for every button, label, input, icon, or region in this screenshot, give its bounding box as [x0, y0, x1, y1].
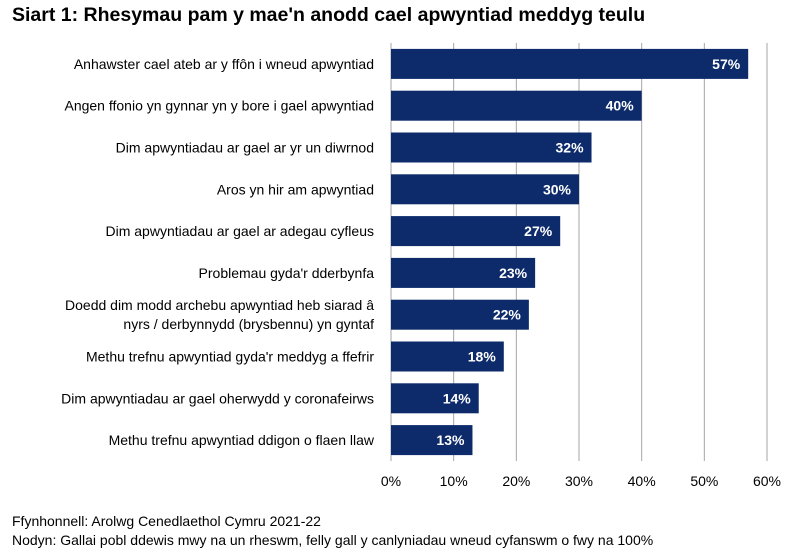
bar [391, 216, 561, 247]
chart-footer: Ffynhonnell: Arolwg Cenedlaethol Cymru 2… [12, 512, 653, 550]
bar [391, 299, 529, 330]
bar-value-label: 40% [606, 98, 635, 114]
bar-value-label: 27% [524, 223, 553, 239]
bar-value-label: 22% [493, 307, 522, 323]
bar [391, 48, 749, 79]
bar-value-label: 30% [543, 181, 572, 197]
category-label: Aros yn hir am apwyntiad [217, 181, 374, 197]
category-label: Methu trefnu apwyntiad ddigon o flaen ll… [109, 432, 375, 448]
bar [391, 257, 536, 288]
category-label: Dim apwyntiadau ar gael ar yr un diwrnod [116, 140, 374, 156]
x-tick-label: 20% [502, 473, 530, 489]
category-label: Problemau gyda'r dderbynfa [199, 265, 375, 281]
category-label: nyrs / derbynnydd (brysbennu) yn gyntaf [123, 316, 374, 332]
x-tick-label: 50% [690, 473, 718, 489]
bar-chart: Anhawster cael ateb ar y ffôn i wneud ap… [61, 43, 781, 489]
bar [391, 341, 504, 372]
chart-title: Siart 1: Rhesymau pam y mae'n anodd cael… [12, 4, 646, 26]
x-tick-label: 40% [628, 473, 656, 489]
category-label: Angen ffonio yn gynnar yn y bore i gael … [64, 98, 374, 114]
bar-value-label: 32% [556, 140, 585, 156]
x-tick-label: 0% [381, 473, 401, 489]
category-label: Doedd dim modd archebu apwyntiad heb sia… [65, 297, 374, 313]
x-tick-label: 30% [565, 473, 593, 489]
category-label: Methu trefnu apwyntiad gyda'r meddyg a f… [86, 349, 374, 365]
footnote: Nodyn: Gallai pobl ddewis mwy na un rhes… [12, 532, 654, 548]
source-note: Ffynhonnell: Arolwg Cenedlaethol Cymru 2… [12, 513, 321, 529]
bar [391, 132, 592, 163]
bars [391, 48, 749, 456]
bar [391, 425, 473, 456]
category-label: Anhawster cael ateb ar y ffôn i wneud ap… [74, 56, 374, 72]
category-label: Dim apwyntiadau ar gael ar adegau cyfleu… [106, 223, 375, 239]
x-axis-tick-labels: 0% 10% 20% 30% 40% 50% 60% [381, 473, 781, 489]
bar-value-label: 14% [443, 390, 472, 406]
bar-value-label: 23% [499, 265, 528, 281]
category-label: Dim apwyntiadau ar gael oherwydd y coron… [61, 390, 374, 406]
x-tick-label: 60% [753, 473, 781, 489]
bar-value-label: 57% [712, 56, 741, 72]
bar [391, 383, 479, 414]
x-tick-label: 10% [440, 473, 468, 489]
value-labels: 57% 40% 32% 30% 27% 23% 22% 18% 14% 13% [436, 56, 740, 448]
bar-value-label: 13% [436, 432, 465, 448]
bar [391, 90, 642, 121]
bar [391, 174, 579, 205]
bar-value-label: 18% [468, 349, 497, 365]
category-labels: Anhawster cael ateb ar y ffôn i wneud ap… [61, 56, 375, 448]
